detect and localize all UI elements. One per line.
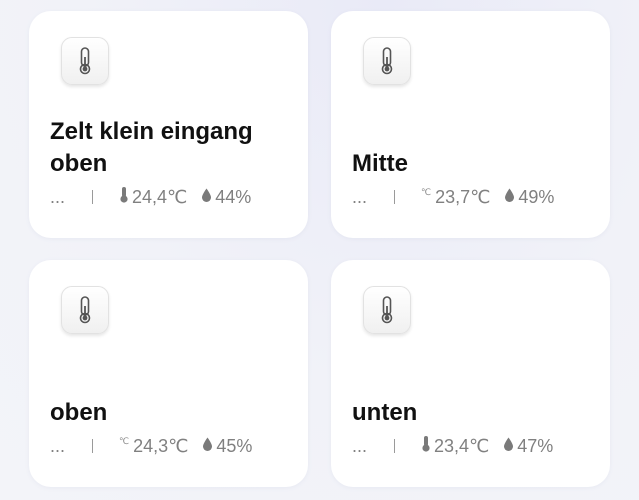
device-card[interactable]: Mitte ... ℃ 23,7℃ 49% [331,11,610,238]
water-drop-icon [503,436,514,457]
device-name: unten [352,399,418,426]
device-name: Zelt klein eingang oben [50,118,253,177]
temperature-metric: 24,4℃ [119,186,188,208]
temperature-metric: ℃ 23,7℃ [421,187,490,208]
thermometer-device-icon [61,37,109,85]
divider [92,190,93,204]
status-text: ... [352,186,368,207]
device-card[interactable]: unten ... 23,4℃ 47% [331,260,610,487]
divider [92,439,93,453]
status-text: ... [50,435,66,456]
divider [394,190,395,204]
celsius-icon: ℃ [119,435,130,446]
celsius-icon: ℃ [421,186,432,197]
status-text: ... [50,186,66,207]
water-drop-icon [201,187,212,208]
humidity-metric: 45% [202,436,252,457]
humidity-metric: 44% [201,187,251,208]
status-row: ... ℃ 23,7℃ 49% [352,186,568,208]
water-drop-icon [504,187,515,208]
thermometer-icon [119,186,129,208]
temperature-value: 24,4℃ [132,186,188,207]
thermometer-icon [421,435,431,457]
humidity-value: 44% [215,186,252,207]
device-name: oben [50,399,108,426]
thermometer-device-icon [363,37,411,85]
temperature-value: 24,3℃ [133,435,189,456]
temperature-metric: 23,4℃ [421,435,490,457]
device-card[interactable]: oben ... ℃ 24,3℃ 45% [29,260,308,487]
status-row: ... ℃ 24,3℃ 45% [50,435,266,457]
status-text: ... [352,435,368,456]
temperature-metric: ℃ 24,3℃ [119,436,188,457]
humidity-metric: 47% [503,436,553,457]
thermometer-device-icon [363,286,411,334]
temperature-value: 23,7℃ [435,186,491,207]
humidity-value: 49% [518,186,555,207]
divider [394,439,395,453]
temperature-value: 23,4℃ [434,435,490,456]
thermometer-device-icon [61,286,109,334]
device-card[interactable]: Zelt klein eingang oben ... 24,4℃ 44% [29,11,308,238]
status-row: ... 23,4℃ 47% [352,435,567,457]
device-name: Mitte [352,150,408,177]
status-row: ... 24,4℃ 44% [50,186,265,208]
humidity-metric: 49% [504,187,554,208]
humidity-value: 45% [216,435,253,456]
humidity-value: 47% [517,435,554,456]
water-drop-icon [202,436,213,457]
